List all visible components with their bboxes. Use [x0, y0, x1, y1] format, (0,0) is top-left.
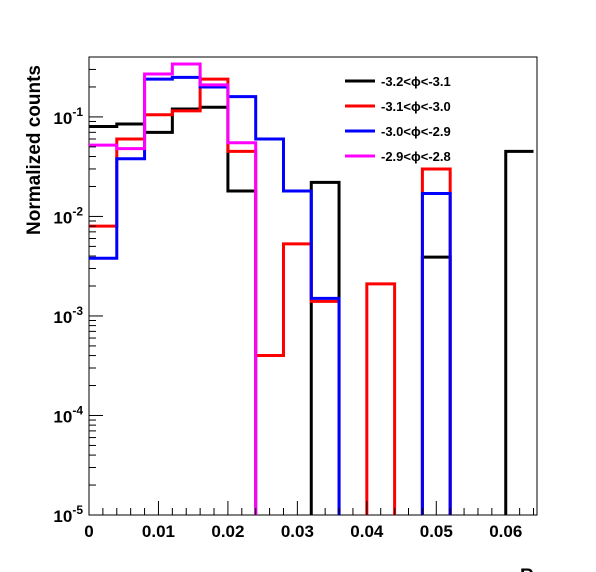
plot-frame [88, 56, 538, 516]
legend-label-4: -2.9<ϕ<-2.8 [381, 149, 451, 164]
x-tick-label: 0.06 [489, 522, 522, 541]
x-tick-label: 0.04 [350, 522, 384, 541]
y-tick-label: 10-4 [53, 403, 83, 426]
x-axis-title: R [520, 566, 534, 572]
legend: -3.2<ϕ<-3.1 -3.1<ϕ<-3.0 -3.0<ϕ<-2.9 -2.9<ϕ<… [345, 74, 451, 164]
y-tick-label: 10-2 [53, 204, 83, 227]
y-axis-title: Normalized counts [24, 65, 45, 235]
y-tick-label: 10-3 [53, 304, 83, 327]
x-tick-label: 0.02 [211, 522, 244, 541]
y-tick-label: 10-5 [53, 503, 83, 526]
y-tick-label: 10-1 [53, 105, 83, 128]
series-line-4 [89, 62, 258, 515]
series-layer [89, 62, 534, 515]
series-line-2 [89, 77, 452, 515]
x-tick-label: 0.01 [142, 522, 175, 541]
series-line-3 [89, 75, 452, 515]
legend-label-2: -3.1<ϕ<-3.0 [381, 99, 451, 114]
series-line-1 [89, 105, 534, 515]
y-axis: 10-5 10-4 10-3 10-2 10-1 [53, 56, 103, 526]
x-tick-label: 0.05 [420, 522, 453, 541]
x-tick-label: 0.03 [281, 522, 314, 541]
x-axis: 0 0.01 0.02 0.03 0.04 0.05 0.06 [84, 501, 535, 541]
x-tick-label: 0 [84, 522, 93, 541]
legend-label-1: -3.2<ϕ<-3.1 [381, 74, 451, 89]
legend-label-3: -3.0<ϕ<-2.9 [381, 124, 451, 139]
